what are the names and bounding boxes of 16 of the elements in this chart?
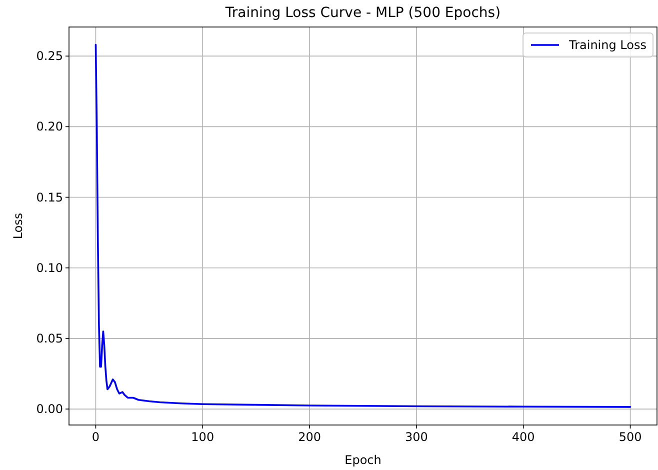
x-tick-label: 500 bbox=[618, 430, 642, 444]
x-axis-title: Epoch bbox=[344, 453, 382, 467]
x-tick-label: 300 bbox=[405, 430, 428, 444]
y-tick-label: 0.00 bbox=[36, 402, 63, 416]
y-tick-label: 0.05 bbox=[36, 331, 63, 346]
x-tick-label: 400 bbox=[512, 430, 535, 444]
legend-label: Training Loss bbox=[568, 38, 646, 52]
y-tick-label: 0.20 bbox=[36, 120, 63, 134]
x-tick-label: 0 bbox=[92, 430, 100, 444]
chart-title: Training Loss Curve - MLP (500 Epochs) bbox=[224, 5, 501, 21]
x-tick-label: 200 bbox=[298, 430, 321, 444]
y-tick-label: 0.25 bbox=[36, 49, 63, 64]
y-axis-title: Loss bbox=[11, 212, 25, 240]
y-tick-label: 0.10 bbox=[36, 260, 63, 275]
y-tick-label: 0.15 bbox=[36, 190, 63, 204]
x-tick-label: 100 bbox=[191, 430, 214, 444]
